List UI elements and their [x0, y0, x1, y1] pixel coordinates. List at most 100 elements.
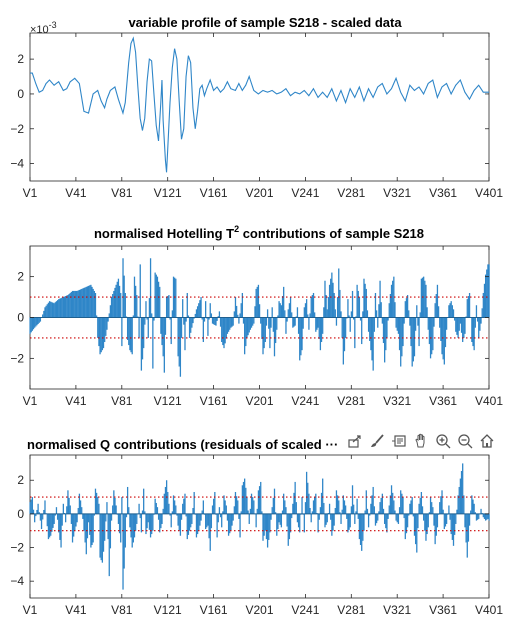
bar — [338, 500, 340, 514]
bar — [68, 497, 70, 514]
bar — [40, 513, 43, 530]
bar — [434, 303, 436, 318]
home-icon[interactable] — [477, 432, 496, 451]
bar — [202, 317, 204, 343]
bar — [135, 513, 137, 531]
bar — [70, 291, 73, 318]
bar — [93, 513, 95, 516]
bar — [226, 513, 229, 521]
bar — [242, 317, 245, 324]
bar — [109, 305, 112, 318]
bar — [205, 301, 207, 318]
bar — [36, 317, 38, 326]
bar — [81, 288, 83, 318]
bar — [470, 510, 472, 514]
bar — [314, 312, 316, 318]
y-tick-label: 0 — [17, 507, 24, 521]
bar — [333, 513, 335, 526]
bar — [365, 490, 367, 514]
bar — [445, 317, 448, 330]
brush-icon[interactable] — [367, 432, 386, 451]
bar — [483, 513, 486, 519]
bar — [84, 513, 86, 543]
bar — [342, 495, 344, 514]
bar — [326, 513, 328, 523]
bar — [318, 317, 320, 339]
bar — [254, 306, 256, 318]
bar — [278, 513, 280, 523]
bar — [235, 305, 238, 318]
bar — [442, 509, 444, 514]
bar — [241, 292, 244, 318]
bar — [402, 317, 404, 347]
bar — [29, 317, 31, 334]
bar — [324, 280, 326, 318]
bar — [401, 493, 403, 514]
axes-toolbar[interactable] — [345, 430, 496, 452]
bar — [55, 507, 58, 514]
zoom-out-icon[interactable] — [455, 432, 474, 451]
bar — [171, 310, 174, 318]
chart-title-2-main: normalised Hotelling T — [94, 226, 234, 241]
bar — [222, 511, 224, 514]
series-line — [30, 36, 489, 173]
bar — [308, 493, 310, 514]
bar — [432, 507, 434, 514]
bar — [100, 513, 102, 561]
zoom-in-icon[interactable] — [433, 432, 452, 451]
bar — [416, 513, 418, 553]
bar — [401, 317, 403, 357]
bar — [411, 317, 413, 367]
bar — [168, 295, 170, 318]
bar — [452, 309, 455, 318]
bar — [433, 513, 435, 526]
bar — [364, 510, 366, 514]
bar — [325, 295, 327, 318]
bar — [55, 301, 58, 318]
bar — [59, 298, 61, 318]
export-icon[interactable] — [345, 432, 364, 451]
bar — [348, 315, 350, 318]
bar — [419, 312, 421, 318]
bar — [409, 317, 411, 326]
bar — [436, 284, 439, 318]
bar — [406, 295, 409, 318]
bar — [105, 317, 107, 336]
bar — [261, 511, 263, 514]
bar — [367, 513, 370, 528]
bar — [196, 513, 199, 535]
bar — [308, 317, 310, 330]
data-tips-icon[interactable] — [389, 432, 408, 451]
bar — [95, 315, 98, 318]
bar — [373, 506, 375, 514]
bar — [113, 290, 115, 318]
bar — [85, 513, 87, 555]
bar — [371, 317, 373, 361]
bar — [247, 510, 249, 514]
bar — [472, 317, 474, 347]
bar — [218, 507, 221, 514]
bar — [448, 305, 450, 318]
bar — [316, 317, 318, 330]
x-tick-label: V41 — [65, 186, 87, 200]
bar — [389, 294, 392, 318]
bar — [284, 500, 286, 514]
bar — [210, 513, 213, 529]
pan-hand-icon[interactable] — [411, 432, 430, 451]
exponent-power: -3 — [49, 20, 57, 30]
bar — [133, 513, 136, 538]
y-tick-label: −2 — [10, 351, 24, 365]
bar — [61, 513, 63, 526]
bar — [480, 317, 482, 324]
bar — [172, 495, 175, 514]
bar — [90, 284, 92, 318]
x-tick-label: V121 — [154, 186, 182, 200]
bar — [113, 490, 115, 514]
bar — [130, 513, 132, 538]
bar — [279, 303, 281, 318]
bar — [131, 513, 133, 548]
bar — [403, 317, 405, 324]
bar — [200, 297, 202, 318]
bar — [132, 315, 134, 318]
bar — [454, 513, 456, 535]
